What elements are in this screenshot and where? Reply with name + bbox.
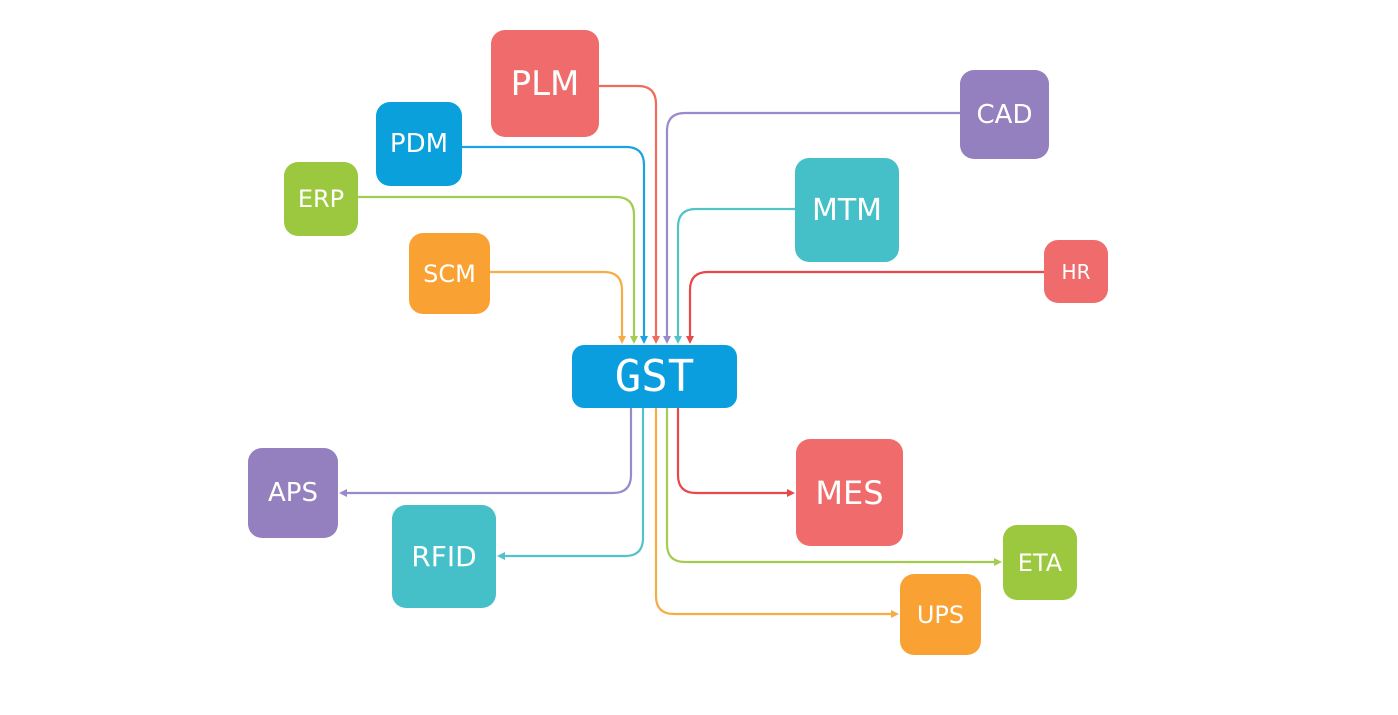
- scm-connector: [490, 270, 624, 336]
- hr-node[interactable]: HR: [1044, 240, 1108, 303]
- ups-connector: [654, 408, 891, 616]
- rfid-label: RFID: [411, 540, 477, 573]
- mes-arrowhead: [787, 489, 795, 497]
- erp-label: ERP: [297, 185, 345, 213]
- cad-connector: [665, 111, 960, 336]
- scm-arrowhead: [618, 336, 626, 344]
- cad-node[interactable]: CAD: [960, 70, 1049, 159]
- mtm-connector: [676, 207, 795, 336]
- rfid-connector: [505, 408, 645, 558]
- aps-node[interactable]: APS: [248, 448, 338, 538]
- ups-arrowhead: [891, 610, 899, 618]
- mes-node[interactable]: MES: [796, 439, 903, 546]
- mtm-label: MTM: [811, 192, 883, 228]
- plm-arrowhead: [652, 336, 660, 344]
- aps-arrowhead: [339, 489, 347, 497]
- erp-arrowhead: [630, 336, 638, 344]
- pdm-node[interactable]: PDM: [376, 102, 462, 186]
- mtm-node[interactable]: MTM: [795, 158, 899, 262]
- cad-label: CAD: [976, 99, 1033, 130]
- hr-label: HR: [1061, 259, 1091, 284]
- pdm-connector: [462, 145, 646, 336]
- pdm-arrowhead: [640, 336, 648, 344]
- scm-label: SCM: [423, 259, 476, 288]
- rfid-arrowhead: [497, 552, 505, 560]
- ups-label: UPS: [916, 600, 965, 629]
- eta-connector: [665, 408, 994, 564]
- eta-label: ETA: [1017, 548, 1063, 577]
- aps-connector: [347, 408, 633, 495]
- gst-label: GST: [614, 351, 695, 402]
- cad-arrowhead: [663, 336, 671, 344]
- mtm-arrowhead: [674, 336, 682, 344]
- pdm-label: PDM: [389, 129, 449, 159]
- scm-node[interactable]: SCM: [409, 233, 490, 314]
- plm-label: PLM: [510, 63, 580, 104]
- hr-connector: [688, 270, 1044, 336]
- eta-arrowhead: [994, 558, 1002, 566]
- gst-hub[interactable]: GST: [572, 345, 737, 408]
- plm-connector: [599, 84, 658, 336]
- rfid-node[interactable]: RFID: [392, 505, 496, 608]
- eta-node[interactable]: ETA: [1003, 525, 1077, 600]
- mes-label: MES: [815, 473, 884, 512]
- mes-connector: [676, 408, 787, 495]
- ups-node[interactable]: UPS: [900, 574, 981, 655]
- plm-node[interactable]: PLM: [491, 30, 599, 137]
- hr-arrowhead: [686, 336, 694, 344]
- erp-node[interactable]: ERP: [284, 162, 358, 236]
- erp-connector: [358, 195, 636, 336]
- aps-label: APS: [268, 478, 318, 508]
